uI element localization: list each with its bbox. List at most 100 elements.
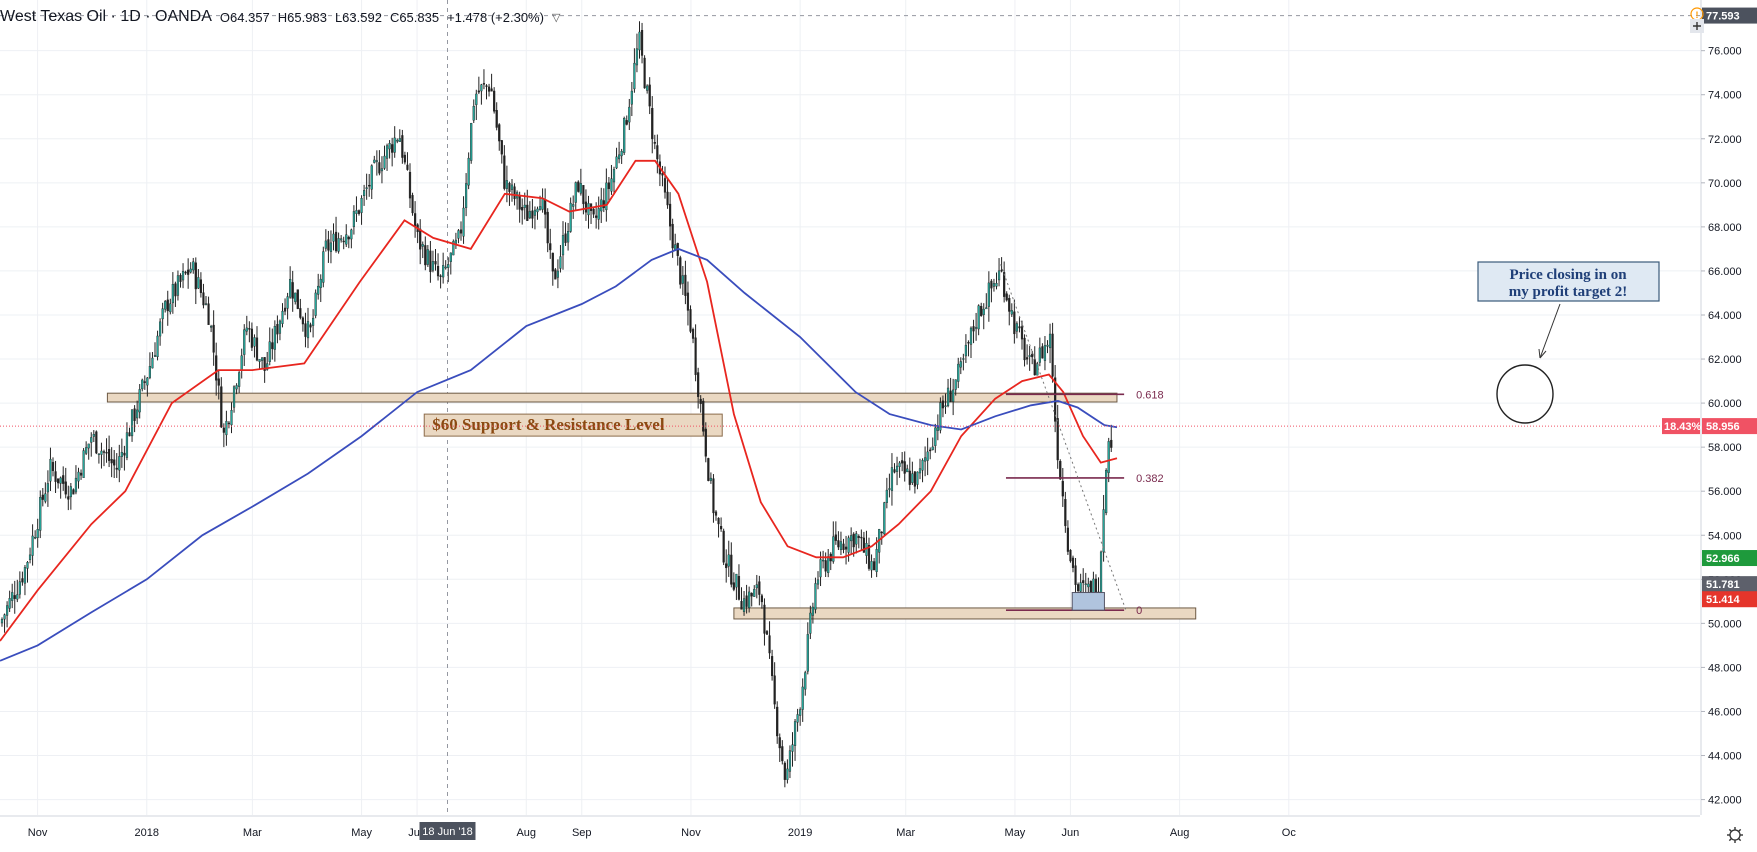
candle: [748, 586, 751, 613]
candle: [954, 379, 957, 396]
candle: [87, 443, 90, 460]
candle-up: [261, 357, 264, 361]
candle-up: [85, 447, 88, 454]
candle-down: [1076, 584, 1080, 592]
candle: [651, 96, 654, 154]
candle: [964, 334, 967, 363]
candle-down: [207, 303, 210, 325]
candle: [760, 593, 763, 609]
candle-up: [442, 265, 445, 278]
candle: [370, 164, 373, 200]
candle: [82, 448, 85, 478]
candle: [702, 398, 705, 436]
candle: [768, 621, 771, 659]
candle-down: [255, 337, 259, 361]
candle-up: [814, 583, 817, 610]
candle: [646, 84, 649, 94]
candle-down: [41, 494, 44, 500]
candle-up: [46, 483, 49, 493]
candle-down: [250, 328, 253, 348]
gear-icon[interactable]: [1727, 827, 1743, 843]
candle-down: [867, 544, 871, 569]
candle-down: [1041, 346, 1044, 359]
candle-down: [174, 283, 177, 297]
candle: [895, 456, 899, 486]
candle: [1010, 303, 1013, 317]
candle-down: [1033, 358, 1036, 376]
candle-up: [885, 489, 888, 503]
candle-down: [707, 458, 710, 481]
candle-down: [967, 342, 970, 344]
candle: [197, 269, 200, 290]
candle: [799, 707, 802, 726]
candle: [791, 732, 794, 767]
candle: [1038, 337, 1041, 367]
candle: [268, 327, 271, 366]
candle: [457, 229, 460, 244]
candle-down: [671, 223, 674, 249]
candle-down: [406, 164, 409, 170]
candle: [161, 302, 164, 334]
candle-down: [187, 269, 190, 275]
callout-line-2: my profit target 2!: [1509, 284, 1627, 300]
candle-down: [500, 140, 503, 155]
candle-up: [977, 305, 980, 330]
candle-down: [1018, 326, 1021, 329]
candle: [1064, 491, 1067, 533]
candle-up: [472, 106, 475, 121]
candle: [526, 189, 529, 222]
candle: [505, 165, 508, 203]
symbol-title[interactable]: West Texas Oil · 1D · OANDA: [0, 8, 212, 25]
plus-icon[interactable]: [1690, 19, 1704, 33]
candle: [663, 166, 667, 199]
candle: [732, 572, 735, 592]
candle-down: [903, 461, 906, 474]
candle: [133, 405, 136, 433]
candle-up: [171, 284, 174, 304]
candle: [273, 320, 276, 362]
candle: [567, 222, 570, 251]
candle: [158, 318, 162, 346]
price-tick-label: 64.000: [1708, 310, 1742, 322]
candle: [1110, 424, 1113, 453]
candle: [681, 266, 684, 295]
candle-up: [370, 165, 373, 190]
candle-down: [725, 563, 728, 569]
candle: [623, 116, 626, 156]
candle-down: [79, 472, 83, 476]
candle: [781, 740, 784, 765]
candle-down: [720, 526, 723, 530]
candle: [773, 662, 776, 709]
crosshair-price-tag-text: 77.593: [1706, 11, 1740, 23]
candle-down: [531, 210, 534, 219]
candle-down: [21, 578, 24, 583]
candle-down: [347, 236, 350, 240]
candle: [64, 467, 67, 499]
candle: [661, 165, 664, 187]
current-price-tag: 58.956: [1702, 418, 1757, 435]
candle: [263, 357, 266, 383]
candle-down: [1071, 557, 1075, 568]
candle: [166, 290, 169, 326]
candle: [340, 235, 343, 243]
candle: [39, 490, 42, 539]
time-axis[interactable]: Nov 2018 Mar May Jun Aug Sep Nov 2019 Mar May Jun Au…: [0, 815, 1757, 852]
candle: [1023, 334, 1026, 367]
candle-down: [1069, 549, 1072, 562]
candle: [934, 423, 937, 453]
candle-up: [360, 198, 363, 213]
collapse-caret-icon[interactable]: ▽: [551, 11, 561, 24]
candle: [888, 473, 891, 498]
candle: [95, 430, 98, 455]
candle-up: [610, 178, 613, 192]
candle-down: [1008, 298, 1011, 312]
candle: [444, 260, 447, 270]
candle-down: [595, 215, 598, 218]
candle-up: [505, 180, 508, 189]
candle-up: [1084, 583, 1087, 585]
price-axis[interactable]: 42.00044.00046.00048.00050.00052.00054.0…: [1700, 0, 1757, 815]
candle-down: [549, 243, 552, 251]
gear-icon-tooth: [1728, 828, 1732, 832]
red-price-tag-bg: [1702, 591, 1757, 608]
